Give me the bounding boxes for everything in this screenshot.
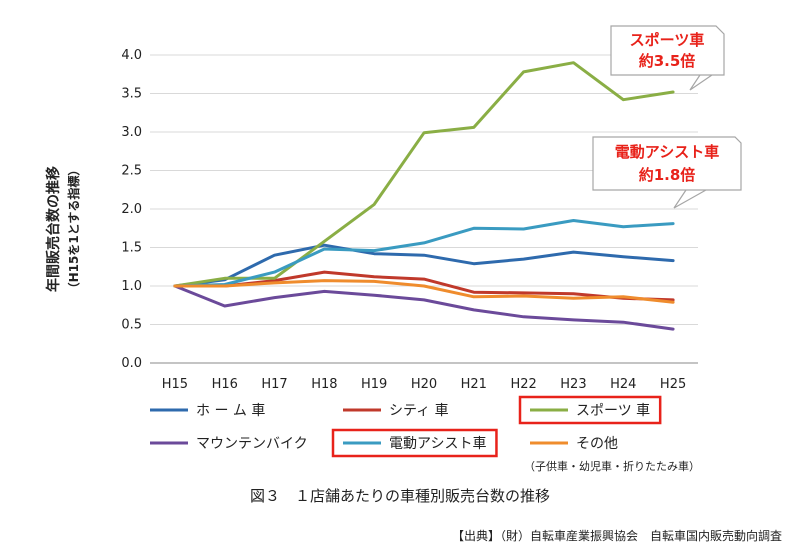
y-axis-ticks: 0.0 0.5 1.0 1.5 2.0 2.5 3.0 3.5 4.0 bbox=[121, 48, 142, 371]
legend-label-3: マウンテンバイク bbox=[196, 436, 308, 452]
source-note: 【出典】（財）自転車産業振興協会 自転車国内販売動向調査 bbox=[452, 528, 782, 543]
legend-label-2: スポーツ 車 bbox=[576, 402, 650, 419]
callout-sports: スポーツ車 約3.5倍 bbox=[610, 25, 725, 91]
x-tick-label: H17 bbox=[261, 377, 287, 392]
y-tick-label: 0.0 bbox=[121, 356, 142, 371]
x-tick-label: H25 bbox=[660, 377, 686, 392]
legend-label-4: 電動アシスト車 bbox=[389, 435, 486, 452]
callout-eassist: 電動アシスト車 約1.8倍 bbox=[592, 136, 742, 209]
series-lines bbox=[173, 61, 675, 331]
y-tick-label: 1.0 bbox=[121, 279, 142, 294]
legend-highlight-box bbox=[518, 395, 662, 425]
series-line-2 bbox=[173, 61, 675, 288]
figure-caption: 図３ １店舗あたりの車種別販売台数の推移 bbox=[250, 487, 550, 505]
x-tick-label: H20 bbox=[411, 377, 437, 392]
callout-eassist-value: 約1.8倍 bbox=[639, 166, 696, 184]
legend-note: （子供車・幼児車・折りたたみ車） bbox=[524, 459, 700, 473]
y-tick-label: 2.5 bbox=[121, 164, 142, 179]
x-tick-label: H22 bbox=[510, 377, 536, 392]
callout-sports-value: 約3.5倍 bbox=[639, 52, 696, 70]
y-tick-label: 2.0 bbox=[121, 202, 142, 217]
series-line-3 bbox=[173, 284, 675, 331]
series-line-4 bbox=[173, 219, 675, 288]
y-tick-label: 1.5 bbox=[121, 241, 142, 256]
callout-eassist-title: 電動アシスト車 bbox=[615, 143, 719, 161]
legend-highlight-box bbox=[331, 428, 498, 458]
legend-label-0: ホ ー ム 車 bbox=[196, 402, 265, 419]
y-tick-label: 0.5 bbox=[121, 318, 142, 333]
callout-sports-title: スポーツ車 bbox=[630, 31, 705, 49]
x-tick-label: H21 bbox=[461, 377, 487, 392]
x-tick-label: H16 bbox=[212, 377, 238, 392]
y-tick-label: 4.0 bbox=[121, 48, 142, 63]
series-line-1 bbox=[173, 270, 675, 302]
legend-label-1: シティ 車 bbox=[389, 402, 449, 419]
y-axis-title: 年間販売台数の推移 bbox=[45, 166, 62, 292]
series-line-0 bbox=[173, 243, 675, 288]
x-tick-label: H15 bbox=[162, 377, 188, 392]
y-axis-subtitle: （H15を1とする指標） bbox=[66, 164, 81, 295]
y-tick-label: 3.5 bbox=[121, 87, 142, 102]
y-tick-label: 3.0 bbox=[121, 125, 142, 140]
x-tick-label: H18 bbox=[311, 377, 337, 392]
legend-label-5: その他 bbox=[576, 436, 618, 452]
x-tick-label: H19 bbox=[361, 377, 387, 392]
x-tick-label: H24 bbox=[610, 377, 636, 392]
x-axis-ticks: H15 H16 H17 H18 H19 H20 H21 H22 H23 H24 H25 bbox=[162, 377, 687, 392]
x-tick-label: H23 bbox=[560, 377, 586, 392]
series-line-5 bbox=[173, 279, 675, 304]
